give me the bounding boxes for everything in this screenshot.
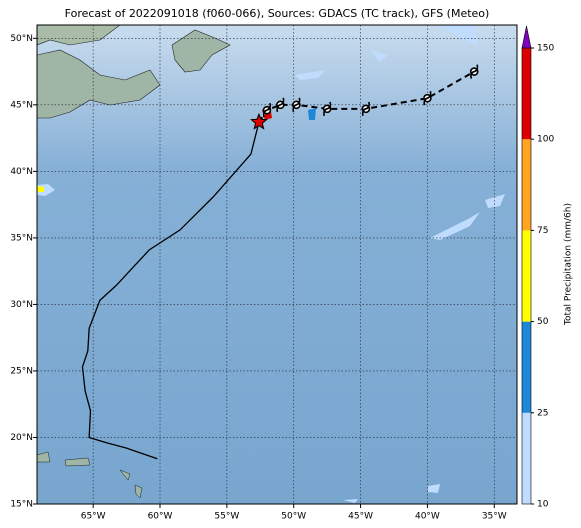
y-tick-label: 15°N (10, 500, 33, 510)
x-tick-label: 60°W (148, 512, 173, 522)
colorbar-segment (522, 230, 531, 322)
cyclone-symbol (276, 97, 285, 112)
colorbar-segment (522, 48, 531, 140)
colorbar-segment (522, 412, 531, 504)
precip-area (37, 186, 44, 192)
tracks (81, 64, 479, 460)
colorbar-tick-label: 150 (537, 44, 554, 54)
colorbar-segment (522, 321, 531, 413)
colorbar-tick-label: 25 (537, 408, 548, 418)
colorbar-tick-label: 75 (537, 226, 548, 236)
colorbar-label: Total Precipitation (mm/6h) (564, 203, 574, 326)
map-title: Forecast of 2022091018 (f060-066), Sourc… (65, 7, 490, 20)
map-frame (36, 24, 518, 505)
past-track (81, 121, 260, 460)
y-tick-label: 50°N (10, 34, 33, 44)
cyclone-symbol (361, 101, 371, 116)
y-tick-label: 40°N (10, 167, 33, 177)
colorbar-segment (522, 139, 531, 231)
x-tick-label: 65°W (81, 512, 106, 522)
y-tick-label: 45°N (10, 100, 33, 110)
land-layer (37, 25, 505, 503)
grid (33, 25, 517, 508)
cyclone-symbol (469, 64, 479, 79)
cyclone-symbol (322, 101, 332, 116)
y-tick-label: 30°N (10, 300, 33, 310)
colorbar-tick-label: 10 (537, 500, 549, 510)
x-tick-label: 35°W (482, 512, 507, 522)
colorbar: 10 25 50 75 100 150 (521, 25, 554, 510)
cyclone-symbol (292, 97, 301, 112)
land (37, 49, 161, 119)
x-tick-label: 40°W (415, 512, 440, 522)
land (171, 29, 231, 73)
precip-area (295, 25, 505, 503)
cyclone-symbol (262, 103, 272, 118)
land (37, 25, 121, 46)
precip-area (308, 108, 316, 120)
colorbar-tick-label: 50 (537, 317, 549, 327)
forecast-track (258, 70, 475, 123)
x-tick-label: 50°W (281, 512, 306, 522)
colorbar-tick-label: 100 (537, 135, 554, 145)
cyclone-symbol (423, 91, 432, 106)
land (37, 451, 143, 499)
y-tick-label: 25°N (10, 366, 33, 376)
colorbar-frame (521, 47, 532, 505)
y-tick-label: 20°N (10, 433, 33, 443)
colorbar-extension (521, 25, 532, 49)
x-tick-label: 55°W (214, 512, 239, 522)
y-tick-label: 35°N (10, 233, 33, 243)
x-tick-label: 45°W (348, 512, 373, 522)
current-position (250, 112, 268, 130)
